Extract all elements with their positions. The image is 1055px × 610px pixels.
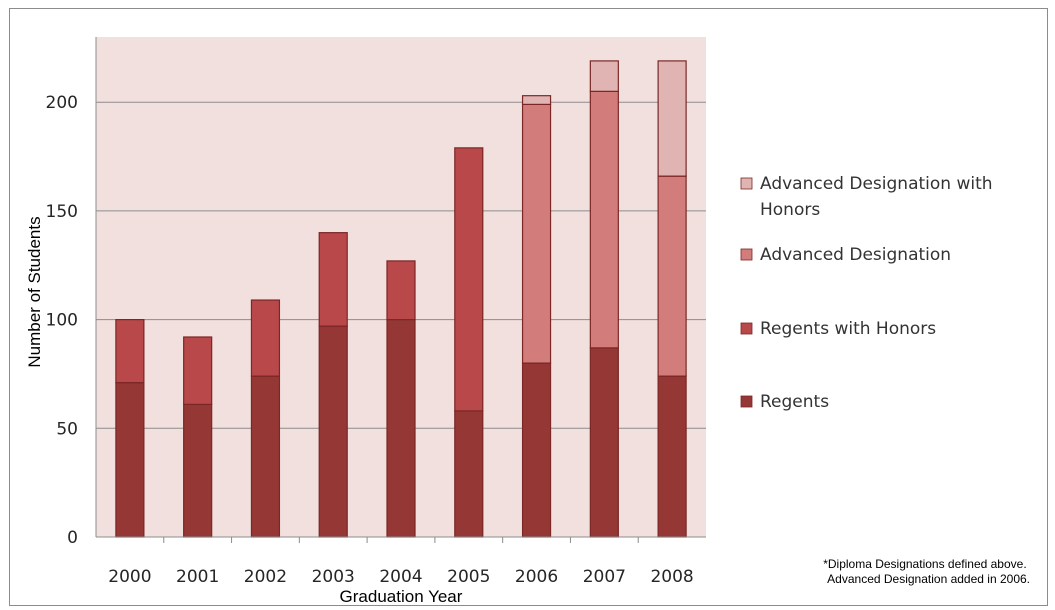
legend-swatch [740, 177, 753, 190]
bar-segment [589, 347, 619, 538]
legend-label: Advanced Designation with Honors [760, 174, 993, 220]
x-tick-label: 2003 [312, 567, 355, 587]
legend-label: Advanced Designation [760, 245, 951, 265]
x-tick-label: 2008 [650, 567, 693, 587]
y-tick-label: 50 [56, 419, 78, 439]
footnote-line: Advanced Designation added in 2006. [827, 572, 1030, 586]
legend: Advanced Designation with Honors Advanced … [740, 174, 993, 412]
bar-segment [657, 175, 687, 377]
bar-segment [183, 336, 213, 405]
x-tick-label: 2007 [583, 567, 626, 587]
bar-segment [589, 60, 619, 92]
bar-segment [454, 147, 484, 412]
legend-item: Advanced Designation with Honors [740, 174, 993, 220]
y-tick-label: 200 [46, 93, 78, 113]
bar-segment [521, 95, 552, 105]
bar-segment [657, 375, 687, 538]
bar-segment [386, 260, 416, 321]
x-axis-title: Graduation Year [340, 587, 463, 606]
y-tick-label: 0 [67, 528, 78, 548]
y-tick-label: 150 [46, 202, 78, 222]
legend-swatch [740, 248, 753, 261]
bar-segment [115, 319, 145, 384]
legend-swatch [740, 322, 753, 335]
x-tick-label: 2005 [447, 567, 490, 587]
legend-item: Advanced Designation [740, 245, 951, 265]
bar-segment [386, 319, 416, 538]
x-tick-label: 2002 [244, 567, 287, 587]
legend-label: Regents with Honors [760, 319, 936, 339]
legend-label: Regents [760, 392, 829, 412]
y-tick-label: 100 [46, 311, 78, 331]
y-axis-title: Number of Students [25, 216, 44, 367]
bar-segment [589, 90, 619, 349]
bar-segment [115, 382, 145, 538]
legend-item: Regents [740, 392, 829, 412]
bar-segment [657, 60, 687, 177]
x-tick-label: 2001 [176, 567, 219, 587]
x-tick-label: 2004 [379, 567, 422, 587]
footnote: *Diploma Designations defined above. Adv… [823, 557, 1030, 586]
legend-item: Regents with Honors [740, 319, 936, 339]
x-tick-label: 2006 [515, 567, 558, 587]
footnote-line: *Diploma Designations defined above. [823, 557, 1026, 571]
x-tick-label: 2000 [108, 567, 151, 587]
bar-segment [454, 410, 484, 538]
bar-segment [250, 375, 281, 538]
bar-segment [521, 103, 552, 364]
bar-segment [250, 299, 281, 377]
bar-segment [318, 232, 348, 327]
bar-segment [318, 325, 348, 538]
bar-segment [521, 362, 552, 538]
axes: 0 50 100 150 200 2000 2001 2002 2003 2004 2005 2006… [46, 37, 706, 587]
bars [115, 60, 687, 538]
legend-swatch [740, 395, 753, 408]
bar-segment [183, 403, 213, 538]
